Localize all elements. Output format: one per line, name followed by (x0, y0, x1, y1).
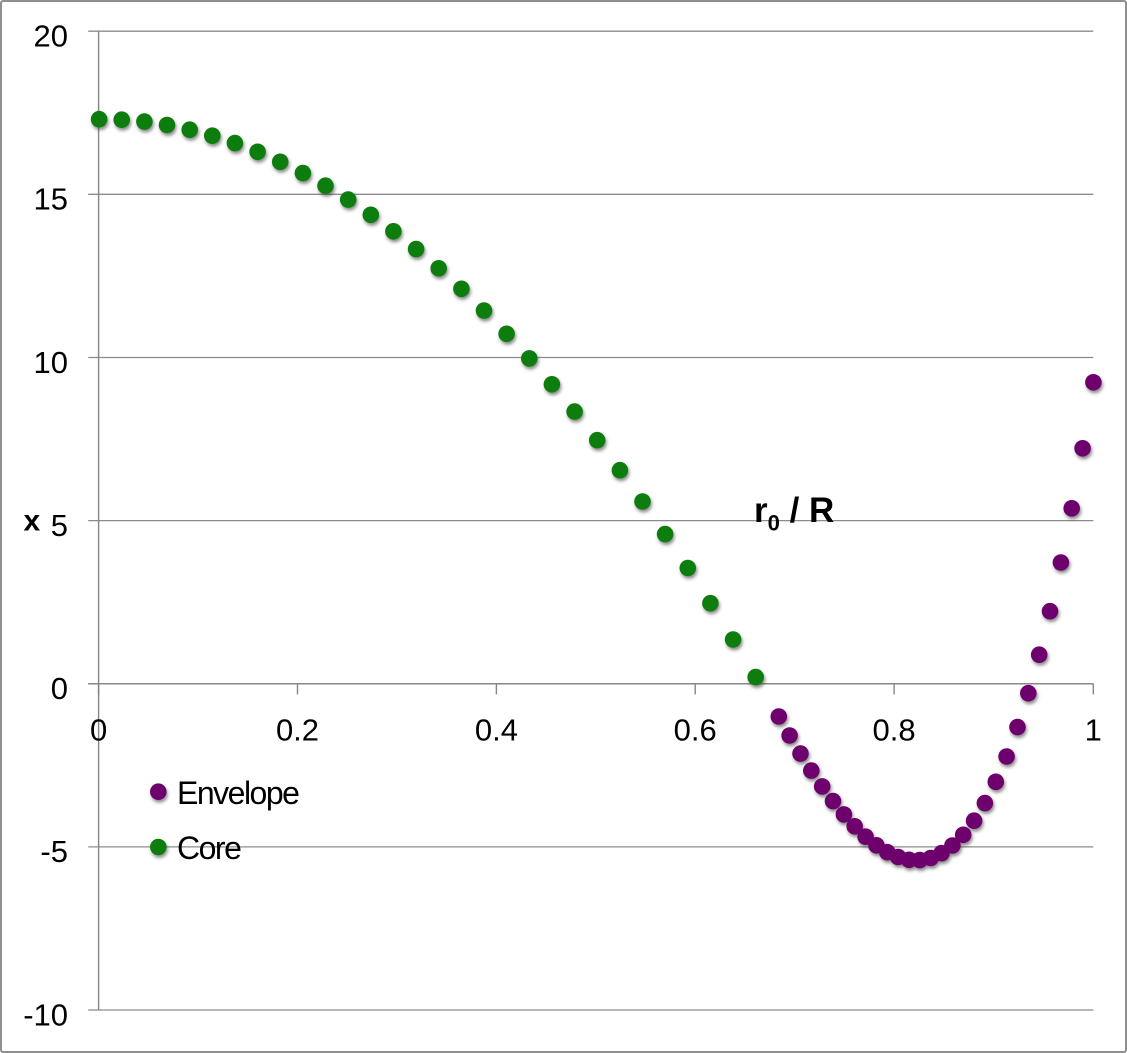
svg-text:1: 1 (1085, 713, 1102, 748)
svg-text:0.8: 0.8 (873, 713, 916, 748)
svg-text:x: x (24, 504, 41, 537)
svg-text:r0 / R: r0 / R (754, 491, 834, 536)
svg-text:0.6: 0.6 (674, 713, 717, 748)
svg-text:Core: Core (177, 830, 241, 866)
svg-text:-5: -5 (40, 834, 68, 869)
svg-text:-10: -10 (23, 997, 68, 1032)
svg-text:0: 0 (90, 713, 107, 748)
svg-text:5: 5 (51, 508, 68, 543)
svg-text:10: 10 (34, 345, 68, 380)
svg-text:0.4: 0.4 (475, 713, 518, 748)
svg-text:20: 20 (34, 19, 68, 54)
svg-text:Envelope: Envelope (177, 775, 299, 811)
svg-text:0: 0 (51, 671, 68, 706)
svg-text:15: 15 (34, 182, 68, 217)
svg-text:0.2: 0.2 (276, 713, 319, 748)
